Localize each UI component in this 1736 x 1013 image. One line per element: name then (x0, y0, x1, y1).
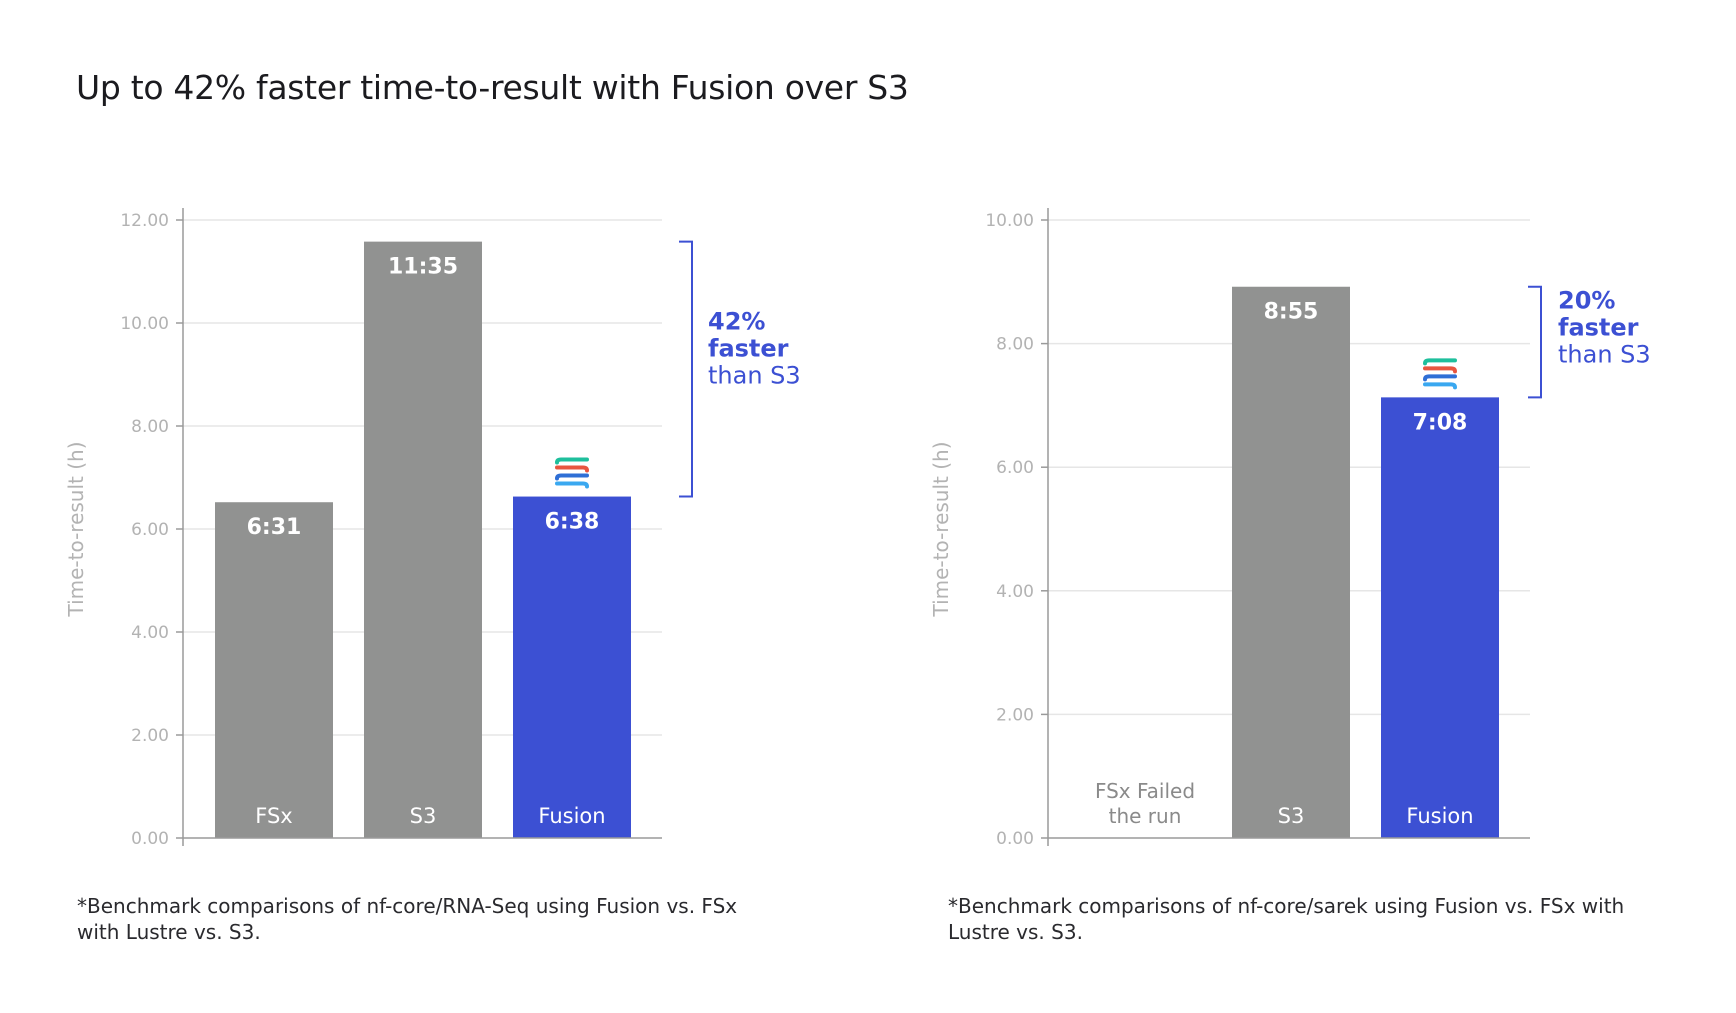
y-tick-label: 8.00 (131, 417, 169, 437)
bar-category-label: FSx Failed (1095, 779, 1195, 803)
y-tick-label: 6.00 (131, 520, 169, 540)
y-tick-label: 12.00 (120, 211, 169, 231)
chart-rnaseq: 0.00 2.00 4.00 6.00 8.00 10.00 12.00 Time-to-re… (64, 208, 801, 849)
y-tick-label: 2.00 (131, 726, 169, 746)
y-tick-label: 6.00 (996, 458, 1034, 478)
y-tick-label: 2.00 (996, 705, 1034, 725)
y-tick-label: 0.00 (131, 829, 169, 849)
page-title: Up to 42% faster time-to-result with Fus… (76, 68, 909, 107)
bar-value-label: 6:31 (247, 515, 302, 540)
bar-category-label: Fusion (1406, 804, 1473, 828)
bar-fsx (215, 502, 333, 838)
y-tick-label: 8.00 (996, 335, 1034, 355)
y-tick-label: 0.00 (996, 829, 1034, 849)
fusion-logo-stroke (1423, 374, 1457, 382)
fusion-logo-stroke (555, 473, 589, 481)
bar-value-label: 7:08 (1413, 410, 1468, 435)
fusion-logo-stroke (1423, 382, 1457, 390)
bar-s3 (1232, 286, 1350, 838)
annotation-than: than S3 (708, 362, 801, 390)
bar-fusion (1381, 397, 1499, 838)
bar-fusion (513, 496, 631, 838)
comparison-bracket (1528, 285, 1542, 399)
y-tick-label: 4.00 (996, 582, 1034, 602)
annotation-percent: 42% (708, 308, 765, 336)
y-axis-label: Time-to-result (h) (64, 441, 88, 617)
y-tick-label: 10.00 (985, 211, 1034, 231)
y-axis-label: Time-to-result (h) (929, 441, 953, 617)
footnote-rnaseq: *Benchmark comparisons of nf-core/RNA-Se… (77, 894, 738, 944)
bar-s3 (364, 241, 482, 838)
fusion-logo-icon (1423, 358, 1457, 390)
fusion-logo-stroke (555, 465, 589, 473)
y-tick-label: 4.00 (131, 623, 169, 643)
fusion-logo-icon (555, 457, 589, 489)
fusion-logo-stroke (555, 457, 589, 465)
bar-category-label: FSx (255, 804, 292, 828)
annotation-than: than S3 (1558, 341, 1651, 369)
y-tick-label: 10.00 (120, 314, 169, 334)
bar-value-label: 11:35 (388, 255, 458, 280)
bar-value-label: 6:38 (545, 510, 600, 535)
fusion-logo-stroke (1423, 366, 1457, 374)
comparison-bracket (679, 240, 693, 498)
annotation-faster: faster (1558, 314, 1639, 342)
fusion-logo-stroke (1423, 358, 1457, 366)
fusion-logo-stroke (555, 481, 589, 489)
bar-category-label: the run (1109, 804, 1182, 828)
bar-category-label: S3 (410, 804, 437, 828)
chart-sarek: 0.00 2.00 4.00 6.00 8.00 10.00 Time-to-result … (929, 208, 1651, 849)
annotation-percent: 20% (1558, 287, 1615, 315)
bar-category-label: S3 (1278, 804, 1305, 828)
annotation-faster: faster (708, 335, 789, 363)
footnote-sarek: *Benchmark comparisons of nf-core/sarek … (948, 894, 1625, 944)
bar-value-label: 8:55 (1264, 300, 1319, 325)
bar-category-label: Fusion (538, 804, 605, 828)
